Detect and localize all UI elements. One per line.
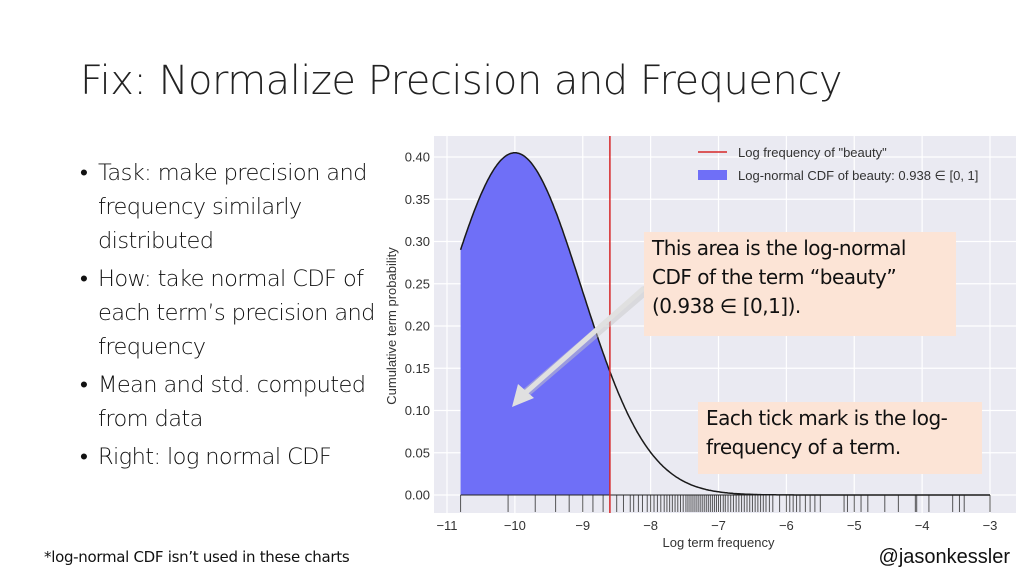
cdf-shaded-area <box>460 152 610 496</box>
x-tick-label: −5 <box>847 518 862 533</box>
bullet-item: • Right: log normal CDF <box>80 440 380 474</box>
legend-label-line: Log frequency of "beauty" <box>738 145 887 160</box>
y-tick-label: 0.20 <box>405 319 430 334</box>
callout-tick-explanation: Each tick mark is the log-frequency of a… <box>698 402 982 474</box>
bullet-list: • Task: make precision and frequency simi… <box>80 156 380 478</box>
y-tick-label: 0.40 <box>405 150 430 165</box>
y-tick-label: 0.35 <box>405 192 430 207</box>
x-tick-labels: −11 −10 −9 −8 −7 −6 −5 −4 −3 <box>436 518 997 533</box>
x-tick-label: −3 <box>983 518 998 533</box>
x-tick-label: −8 <box>643 518 658 533</box>
author-handle: @jasonkessler <box>878 546 1010 568</box>
rug-ticks <box>460 494 991 512</box>
callout-area-explanation: This area is the log-normal CDF of the t… <box>644 232 956 336</box>
legend-label-patch: Log-normal CDF of beauty: 0.938 ∈ [0, 1] <box>738 168 978 183</box>
x-tick-label: −10 <box>504 518 526 533</box>
y-tick-label: 0.00 <box>405 488 430 503</box>
x-tick-label: −11 <box>436 518 457 533</box>
bullet-text: Task: make precision and frequency simil… <box>98 160 367 254</box>
y-tick-label: 0.30 <box>405 234 430 249</box>
x-tick-label: −9 <box>575 518 590 533</box>
x-tick-label: −7 <box>711 518 726 533</box>
y-tick-label: 0.05 <box>405 445 430 460</box>
bullet-glyph: • <box>80 444 88 470</box>
arrow-icon <box>512 285 651 407</box>
y-tick-label: 0.15 <box>405 361 430 376</box>
bullet-item: • How: take normal CDF of each term’s pre… <box>80 262 380 364</box>
bullet-text: How: take normal CDF of each term’s prec… <box>98 266 375 360</box>
density-curve <box>459 152 990 496</box>
bullet-text: Mean and std. computed from data <box>98 372 366 432</box>
arrow-shaft <box>522 286 646 396</box>
slide-title: Fix: Normalize Precision and Frequency <box>80 58 843 104</box>
legend-patch-swatch <box>698 170 727 180</box>
footnote: *log-normal CDF isn’t used in these char… <box>44 548 350 566</box>
y-axis-label: Cumulative term probability <box>384 247 399 405</box>
bullet-glyph: • <box>80 372 88 398</box>
bullet-item: • Mean and std. computed from data <box>80 368 380 436</box>
bullet-text: Right: log normal CDF <box>98 444 332 470</box>
legend: Log frequency of "beauty" Log-normal CDF… <box>698 145 978 183</box>
y-tick-label: 0.25 <box>405 276 430 291</box>
y-tick-labels: 0.00 0.05 0.10 0.15 0.20 0.25 0.30 0.35 0.40 <box>405 150 430 503</box>
x-tick-label: −6 <box>779 518 794 533</box>
bullet-glyph: • <box>80 266 88 292</box>
bullet-glyph: • <box>80 160 88 186</box>
arrow-head <box>512 384 534 407</box>
x-axis-label: Log term frequency <box>662 535 775 550</box>
x-tick-label: −4 <box>915 518 930 533</box>
y-tick-label: 0.10 <box>405 403 430 418</box>
bullet-item: • Task: make precision and frequency simi… <box>80 156 380 258</box>
